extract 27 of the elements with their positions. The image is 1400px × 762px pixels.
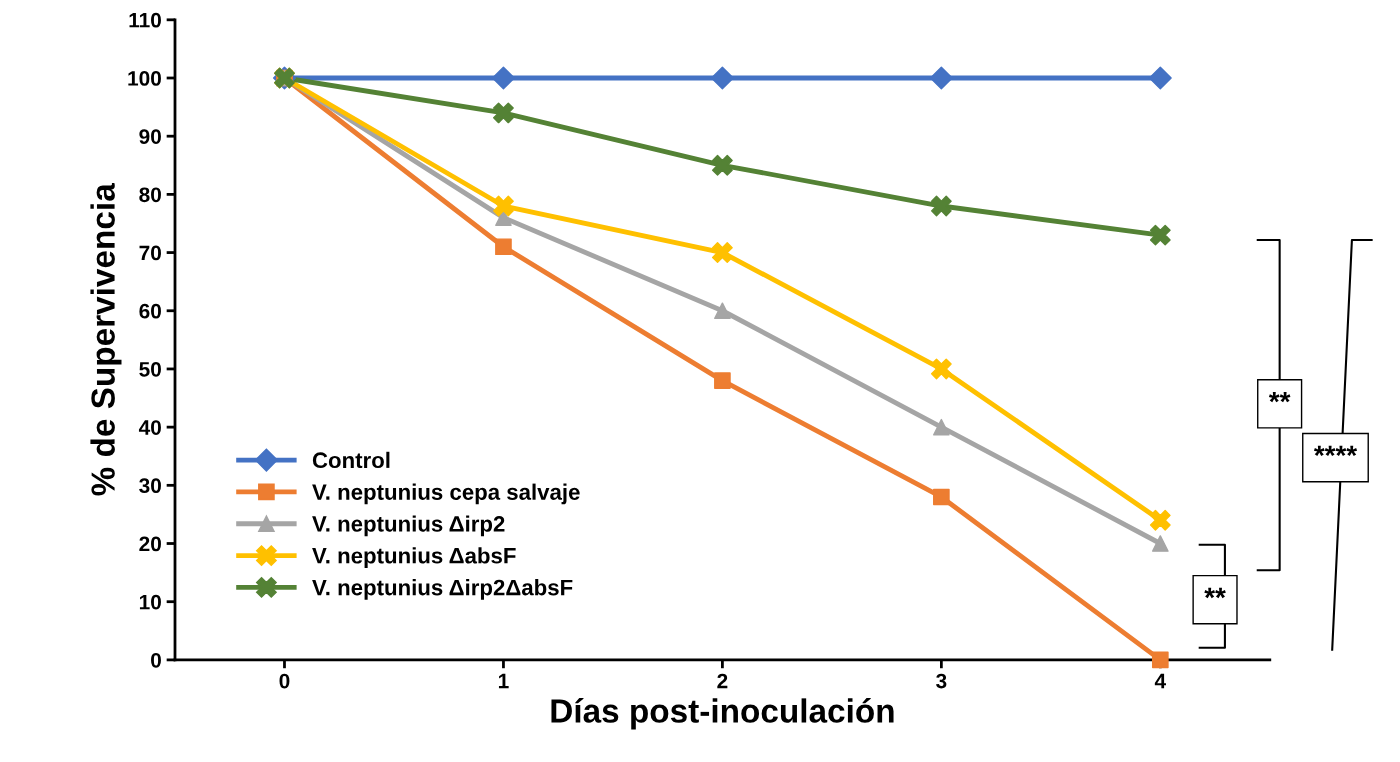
y-tick-label: 50 xyxy=(139,361,161,377)
y-tick-label: 110 xyxy=(129,12,161,28)
text: **** xyxy=(1313,445,1358,457)
y-tick-label: 40 xyxy=(138,420,161,435)
legend-label: Control xyxy=(312,451,390,469)
legend-label: V. neptunius ΔabsF xyxy=(312,547,516,568)
annotation: ** xyxy=(1268,391,1291,403)
y-tick-label: 20 xyxy=(139,536,161,552)
y-tick-label: 100 xyxy=(128,71,161,86)
y-tick-label: 80 xyxy=(139,187,161,203)
x-tick-label: 4 xyxy=(1154,673,1166,689)
x-tick-label: 1 xyxy=(498,673,509,689)
x-axis-title: Días post-inoculación xyxy=(551,698,894,730)
y-tick-label: 10 xyxy=(139,594,161,610)
y-tick-label: 60 xyxy=(139,303,161,319)
annotation: ** xyxy=(1204,587,1226,599)
legend-label: V. neptunius Δirp2ΔabsF xyxy=(312,579,573,600)
legend-label: V. neptunius Δirp2 xyxy=(312,515,505,537)
x-tick-label: 3 xyxy=(936,673,947,689)
legend-label: V. neptunius cepa salvaje xyxy=(312,483,580,505)
y-tick-label: 30 xyxy=(139,478,161,494)
y-axis-title: % de Supervivencia xyxy=(90,183,122,496)
y-tick-label: 0 xyxy=(151,652,161,668)
y-tick-label: 70 xyxy=(139,245,161,261)
y-tick-label: 90 xyxy=(139,129,161,144)
x-tick-label: 2 xyxy=(717,673,728,689)
x-tick-label: 0 xyxy=(279,673,290,689)
